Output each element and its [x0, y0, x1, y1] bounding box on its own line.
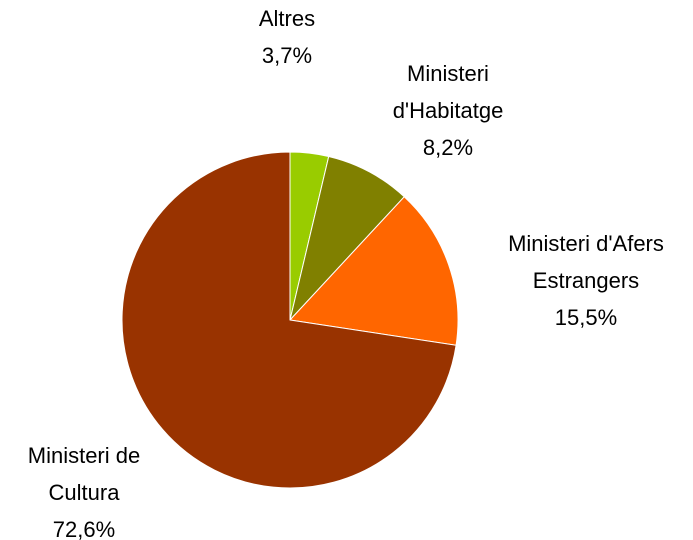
pie-slice [121, 151, 457, 489]
slice-label: Ministeri de Cultura 72,6% [4, 437, 164, 540]
value-label: 72,6% [52, 517, 116, 540]
pie-slice [289, 155, 405, 322]
pie-slice [288, 196, 459, 346]
value-label: 8,2% [422, 135, 474, 160]
category-label: Ministeri d'Habitatge [392, 61, 504, 123]
slice-label: Ministeri d'Habitatge 8,2% [368, 55, 528, 166]
slice-label: Ministeri d'Afers Estrangers 15,5% [479, 225, 693, 336]
value-label: 15,5% [554, 305, 618, 330]
category-label: Ministeri de Cultura [27, 443, 141, 505]
value-label: 3,7% [261, 43, 313, 68]
category-label: Altres [258, 6, 316, 31]
slice-label: Altres 3,7% [232, 0, 342, 74]
category-label: Ministeri d'Afers Estrangers [508, 231, 664, 293]
